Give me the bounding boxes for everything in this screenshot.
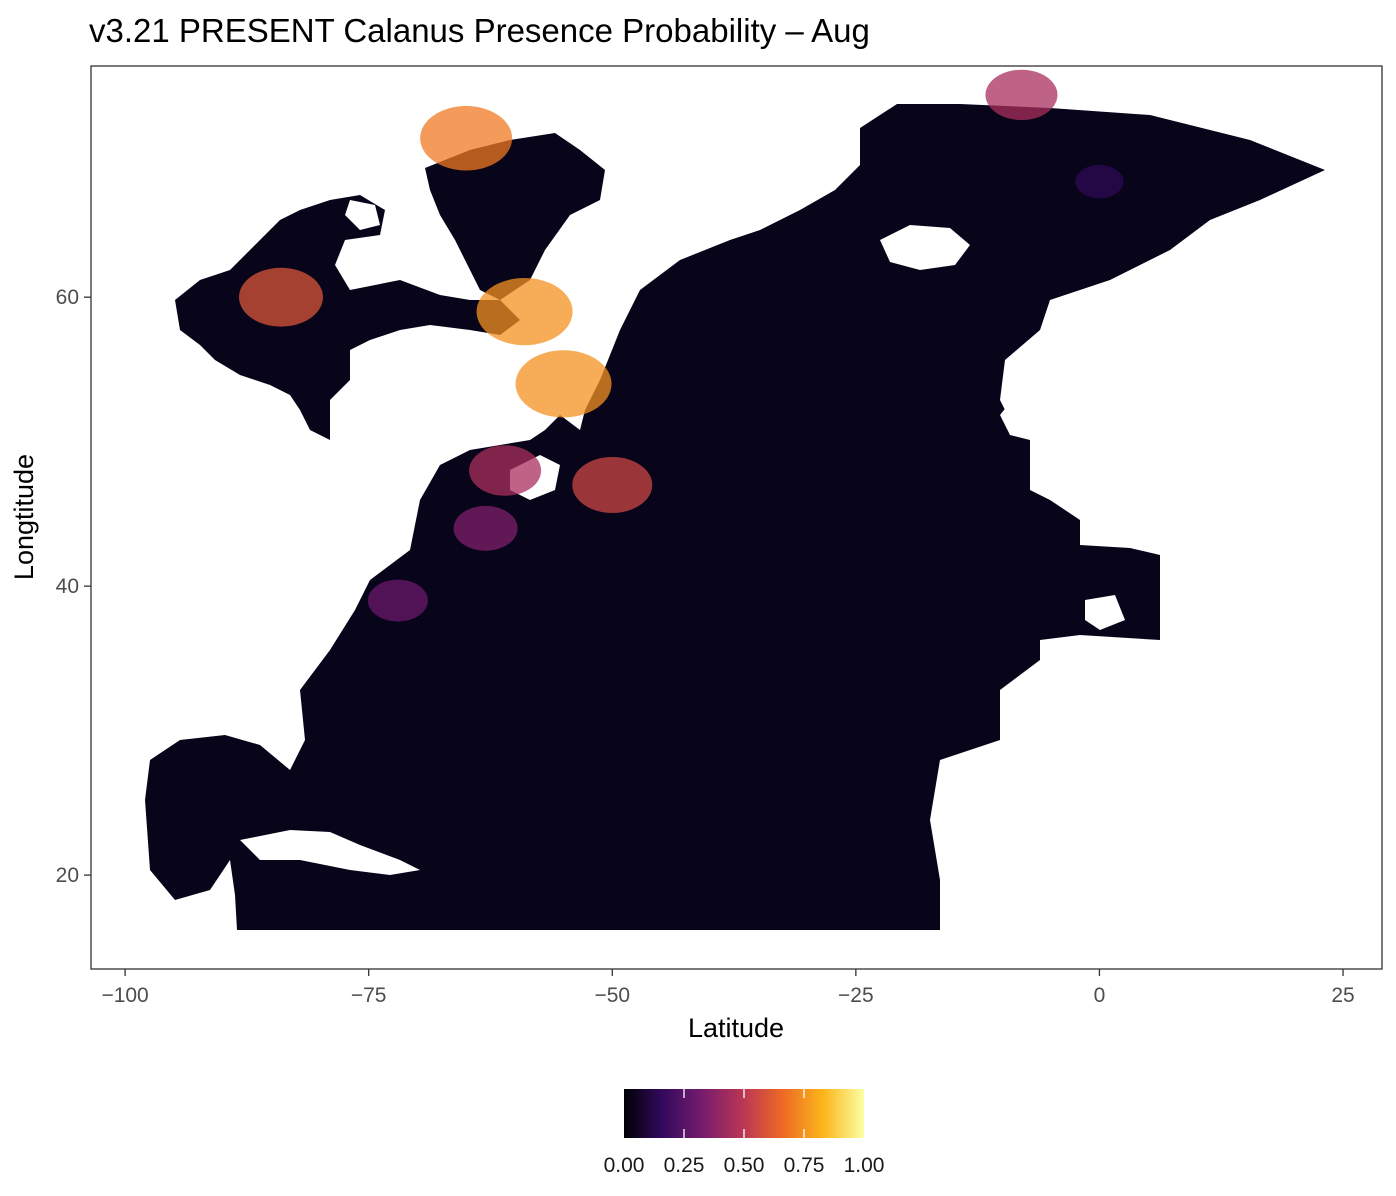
plot-border [90,65,1383,970]
x-tick-label: 25 [1331,984,1354,1007]
x-axis-title: Latitude [688,1013,784,1043]
x-tick-label: −75 [351,984,387,1007]
hotspot-us-northeast-shelf [367,579,428,622]
legend-ticks: 0.00 0.25 0.50 0.75 1.00 [604,1089,885,1177]
ocean-hudson-strait [350,280,520,350]
land-iberia [1085,595,1125,630]
y-tick-label: 20 [56,864,79,887]
hotspot-greenland-sea-fram-strait [985,69,1058,121]
x-tick-label: −25 [838,984,874,1007]
y-tick-label: 40 [56,575,79,598]
land-cuba-hispaniola [240,830,420,875]
hotspot-grand-banks [572,456,653,513]
y-tick-label: 60 [56,286,79,309]
y-axis-title: Longtitude [9,454,39,580]
x-axis: −100 −75 −50 −25 0 25 [101,969,1355,1007]
legend-tick-label: 0.75 [784,1154,825,1177]
hotspot-baffin-bay [420,106,513,171]
legend-tick-label: 0.00 [604,1154,645,1177]
ocean-baffin-bay [425,133,605,300]
hotspot-gulf-of-st-lawrence [469,445,542,496]
x-tick-label: −100 [101,984,148,1007]
legend: 0.00 0.25 0.50 0.75 1.00 [604,1089,885,1177]
hotspot-layer [238,69,1124,622]
legend-tick-label: 0.25 [664,1154,705,1177]
hotspot-scotian-shelf [453,505,518,551]
x-tick-label: 0 [1094,984,1106,1007]
legend-tick-label: 1.00 [844,1154,885,1177]
hotspot-labrador-shelf [515,350,612,418]
hotspot-hudson-bay [238,267,323,327]
land-british-isles [1000,380,1060,440]
land-holes [240,200,1125,875]
y-axis: 20 40 60 [56,286,91,887]
land-iceland [880,225,970,270]
hotspot-norwegian-sea [1075,164,1124,199]
ocean-area [145,104,1325,930]
legend-tick-label: 0.50 [724,1154,765,1177]
land-southampton [345,200,380,230]
chart-title: v3.21 PRESENT Calanus Presence Probabili… [89,12,870,49]
x-tick-label: −50 [594,984,630,1007]
hotspot-davis-strait-labrador-sea [476,278,573,346]
